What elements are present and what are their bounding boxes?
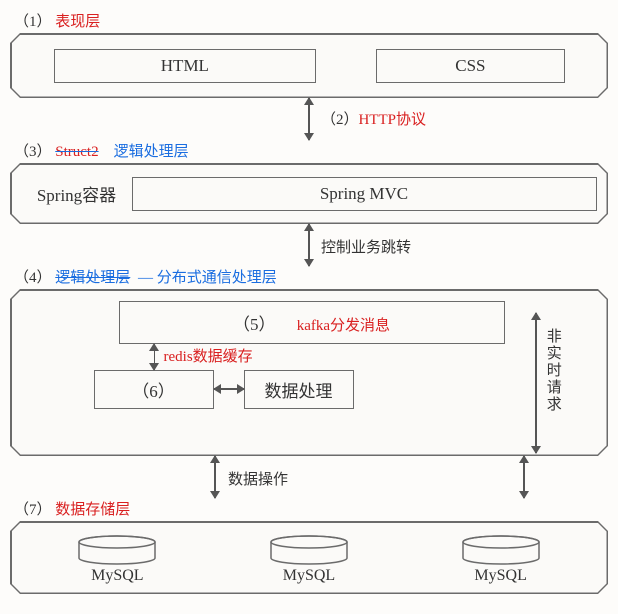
db-cylinder-3: MySQL: [456, 535, 546, 585]
arrow12-annotation: HTTP协议: [358, 112, 426, 128]
cylinder-icon: [461, 535, 541, 565]
arrow-4-7-row: 数据操作: [10, 456, 608, 498]
db-cylinder-1: MySQL: [72, 535, 162, 585]
layer4-num: （4）: [14, 270, 52, 286]
box5: （5） kafka分发消息: [119, 301, 505, 344]
layer4-box: （5） kafka分发消息 redis数据缓存 （6） 数据处理: [10, 289, 608, 456]
db1-label: MySQL: [72, 567, 162, 585]
nonrt-column: 非实时请求: [505, 301, 595, 441]
cylinder-icon: [77, 535, 157, 565]
html-box: HTML: [54, 49, 317, 83]
layer3-annotation: 逻辑处理层: [114, 144, 189, 160]
spring-container-label: Spring容器: [22, 181, 132, 206]
box6: （6）: [94, 370, 214, 409]
layer7-label: （7） 数据存储层: [10, 498, 608, 519]
arrow34-label: 控制业务跳转: [321, 236, 411, 257]
arrow-5-6: [154, 344, 505, 370]
layer7-box: MySQL MySQL MySQL: [10, 521, 608, 594]
spring-mvc-box: Spring MVC: [132, 177, 597, 211]
layer3-num: （3）: [14, 144, 52, 160]
arrow-3-4: 控制业务跳转: [10, 224, 608, 266]
layer1-annotation: 表现层: [55, 14, 100, 30]
db-cylinder-2: MySQL: [264, 535, 354, 585]
layer1-label: （1） 表现层: [10, 10, 608, 31]
layer3-label: （3） Struct2 逻辑处理层: [10, 140, 608, 161]
arrow-1-3: （2）HTTP协议: [10, 98, 608, 140]
layer1-box: HTML CSS: [10, 33, 608, 98]
css-box: CSS: [376, 49, 564, 83]
layer7-annotation: 数据存储层: [55, 502, 130, 518]
db2-label: MySQL: [264, 567, 354, 585]
layer4-anno-strike: 逻辑处理层: [55, 270, 130, 286]
layer3-box: Spring容器 Spring MVC: [10, 163, 608, 224]
nonrt-label: 非实时请求: [543, 328, 564, 413]
layer4-anno-blue: 分布式通信处理层: [157, 270, 277, 286]
arrow47-label: 数据操作: [228, 468, 288, 489]
box5-anno: kafka分发消息: [297, 318, 390, 334]
layer3-struct2: Struct2: [55, 144, 98, 160]
arrow12-num: （2）: [321, 112, 359, 128]
db3-label: MySQL: [456, 567, 546, 585]
layer7-num: （7）: [14, 502, 52, 518]
data-process-box: 数据处理: [244, 370, 354, 409]
box5-num: （5）: [233, 315, 276, 334]
cylinder-icon: [269, 535, 349, 565]
layer1-num: （1）: [14, 14, 52, 30]
layer4-label: （4） 逻辑处理层 — 分布式通信处理层: [10, 266, 608, 287]
arrow-6-dataprocess: [214, 388, 244, 390]
